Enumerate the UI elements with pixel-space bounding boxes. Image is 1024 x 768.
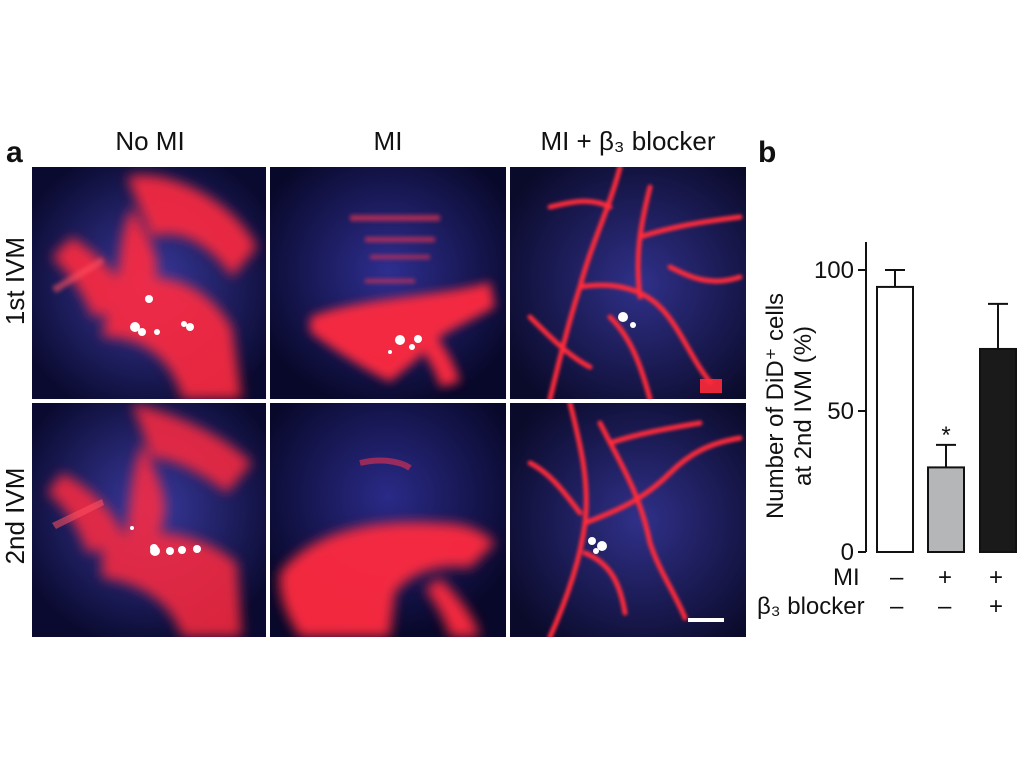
condition-row-mi-label: MI [833,564,860,591]
micrograph-mi-beta3-blocker-1st-ivm [510,167,746,399]
bar-3 [979,347,1017,553]
y-tick-label: 100 [814,257,854,284]
micrograph-no-mi-2nd-ivm [32,403,266,637]
y-tick-label: 0 [841,539,854,566]
condition-blocker-bar-2: – [938,593,952,620]
bar-1 [876,285,914,553]
column-header-no-mi: No MI [115,126,185,156]
bar-2 [927,466,965,553]
condition-mi-bar-2: + [938,564,953,591]
micrograph-mi-2nd-ivm [270,403,506,637]
panel-a-label: a [6,136,23,169]
panel-b-label: b [758,136,777,169]
condition-mi-bar-3: + [989,564,1004,591]
condition-blocker-bar-1: – [890,593,904,620]
condition-blocker-bar-3: + [989,593,1004,620]
scale-bar [688,618,724,622]
column-header-mi-beta3-blocker: MI + β₃ blocker [540,126,716,156]
micrograph-mi-beta3-blocker-2nd-ivm [510,403,746,637]
condition-row-blocker-label: β₃ blocker [757,593,865,620]
micrograph-no-mi-1st-ivm [32,167,266,399]
micrograph-mi-1st-ivm [270,167,506,399]
y-tick-label: 50 [827,398,854,425]
significance-marker: * [941,422,950,449]
column-header-mi: MI [373,126,403,156]
condition-mi-bar-1: – [890,564,904,591]
